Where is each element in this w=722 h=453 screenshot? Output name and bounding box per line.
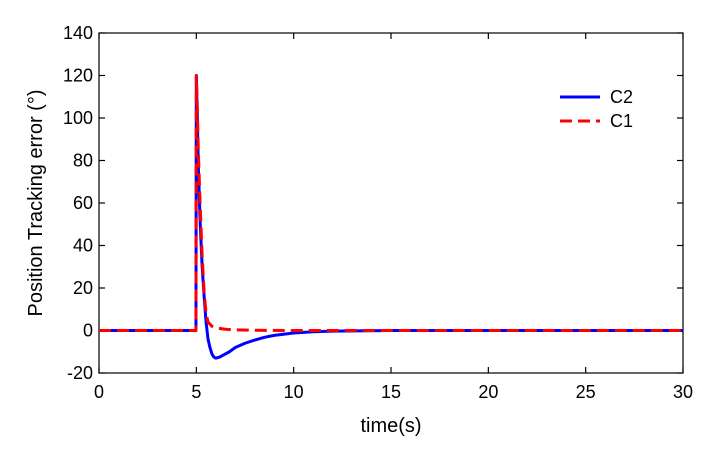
series-line-c1	[99, 74, 683, 332]
y-tick-label: -20	[67, 363, 93, 383]
plot-frame	[98, 32, 684, 374]
x-tick-label: 30	[673, 382, 693, 402]
legend-label-c2: C2	[610, 87, 633, 107]
y-tick-label: 140	[63, 23, 93, 43]
plot-area	[98, 32, 684, 374]
x-tick-label: 0	[94, 382, 104, 402]
y-tick-label: 120	[63, 66, 93, 86]
y-tick-label: 100	[63, 108, 93, 128]
x-tick-label: 15	[381, 382, 401, 402]
y-tick-label: 20	[73, 278, 93, 298]
y-tick-label: 60	[73, 193, 93, 213]
legend-label-c1: C1	[610, 111, 633, 131]
series-lines	[99, 74, 683, 360]
y-tick-label: 0	[83, 321, 93, 341]
y-tick-label: 40	[73, 236, 93, 256]
axis-ticks	[98, 32, 684, 374]
x-tick-label: 5	[191, 382, 201, 402]
x-tick-label: 25	[576, 382, 596, 402]
x-tick-label: 10	[284, 382, 304, 402]
x-tick-label: 20	[478, 382, 498, 402]
y-axis-label: Position Tracking error (°)	[25, 90, 47, 317]
x-axis-label: time(s)	[360, 415, 421, 437]
series-line-c2	[99, 74, 683, 360]
y-tick-label: 80	[73, 151, 93, 171]
